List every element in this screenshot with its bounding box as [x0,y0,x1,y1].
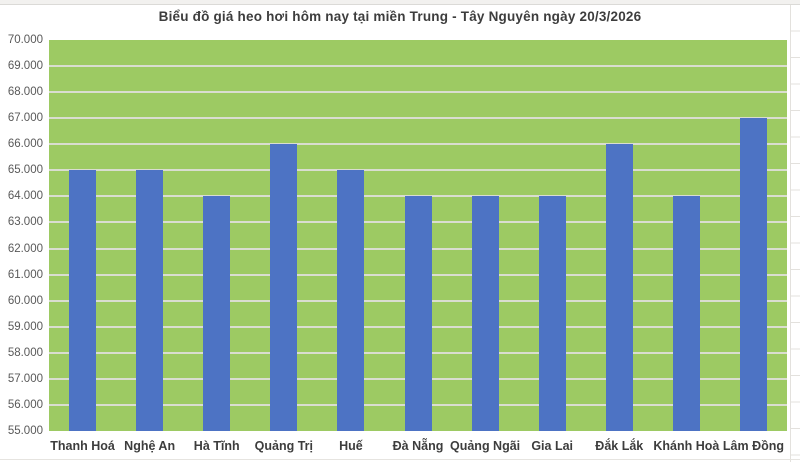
y-axis-tick-label: 59.000 [7,320,43,333]
bar-Thanh Hoá [69,170,97,431]
spreadsheet-gridlines-strip [790,5,800,462]
x-axis-category-label: Thanh Hoá [50,439,115,453]
y-axis-tick-label: 68.000 [7,86,43,99]
x-axis-category-label: Huế [339,439,363,453]
gridline [49,169,787,172]
y-axis-tick-label: 63.000 [7,216,43,229]
bar-Nghệ An [136,170,164,431]
bar-Lâm Đồng [739,118,767,431]
bar-Hà Tĩnh [203,196,231,431]
y-axis-tick-label: 61.000 [7,268,43,281]
bottom-edge-divider [0,459,800,460]
x-axis-category-label: Lâm Đồng [722,439,785,453]
x-axis-category-label: Quảng Ngãi [450,439,521,453]
x-axis-category-label: Đà Nẵng [392,439,444,453]
bar-Quảng Trị [270,144,298,431]
chart-title: Biểu đồ giá heo hơi hôm nay tại miền Tru… [158,9,642,24]
y-axis-tick-label: 64.000 [7,190,43,203]
gridline [49,143,787,146]
bar-Đắk Lắk [605,144,633,431]
bar-Khánh Hoà [672,196,700,431]
x-axis-category-label: Đắk Lắk [595,439,644,453]
gridline [49,91,787,94]
x-axis-category-label: Hà Tĩnh [193,439,240,453]
x-axis-category-label: Khánh Hoà [653,439,720,453]
y-axis-tick-label: 57.000 [7,372,43,385]
y-axis-tick-label: 65.000 [7,164,43,177]
y-axis-tick-label: 60.000 [7,294,43,307]
y-axis-tick-label: 62.000 [7,242,43,255]
x-axis-category-label: Gia Lai [531,439,574,453]
y-axis-tick-label: 69.000 [7,60,43,73]
gridline [49,65,787,68]
y-axis-tick-label: 56.000 [7,398,43,411]
y-axis-tick-label: 58.000 [7,346,43,359]
top-edge-divider [0,0,800,5]
y-axis-tick-label: 55.000 [7,425,43,437]
bar-Huế [337,170,365,431]
bar-Đà Nẵng [404,196,432,431]
y-axis-tick-label: 70.000 [7,34,43,46]
y-axis-tick-label: 66.000 [7,138,43,151]
bar-Quảng Ngãi [471,196,499,431]
gridline [49,117,787,120]
plot-area [49,40,787,431]
bar-Gia Lai [538,196,566,431]
x-axis-category-label: Nghệ An [124,439,176,453]
x-axis-category-label: Quảng Trị [254,439,313,453]
gridline [49,195,787,198]
y-axis-tick-label: 67.000 [7,112,43,125]
